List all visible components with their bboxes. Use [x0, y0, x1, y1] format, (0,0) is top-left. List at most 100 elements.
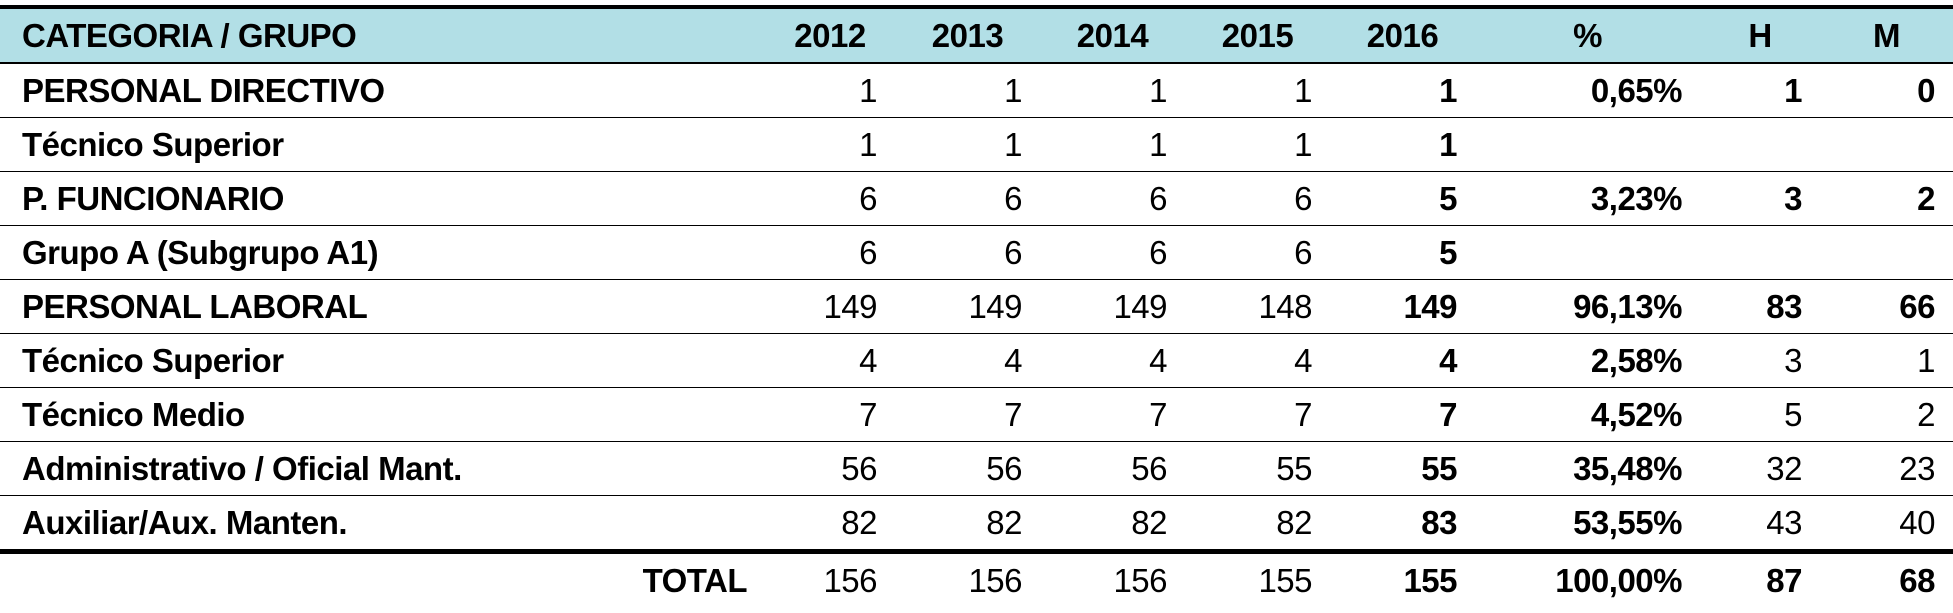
value-cell: 2,58%	[1475, 333, 1700, 388]
value-cell: 40	[1820, 495, 1953, 552]
value-cell: 56	[895, 441, 1040, 496]
total-cell: 156	[1040, 549, 1185, 607]
header-cell: 2014	[1040, 5, 1185, 64]
value-cell: 149	[895, 279, 1040, 334]
data-row: Auxiliar/Aux. Manten. 82 82 82 82 83 53,55% 43 4…	[0, 495, 1953, 552]
value-cell: 148	[1185, 279, 1330, 334]
value-cell: 4	[895, 333, 1040, 388]
value-cell	[1700, 117, 1820, 172]
value-cell: 5	[1330, 171, 1475, 226]
row-label: PERSONAL DIRECTIVO	[0, 63, 765, 118]
value-cell: 82	[1185, 495, 1330, 552]
value-cell: 0,65%	[1475, 63, 1700, 118]
value-cell: 1	[1820, 333, 1953, 388]
value-cell: 1	[1700, 63, 1820, 118]
row-label: Administrativo / Oficial Mant.	[0, 441, 765, 496]
row-label: PERSONAL LABORAL	[0, 279, 765, 334]
value-cell: 6	[1185, 171, 1330, 226]
value-cell: 5	[1700, 387, 1820, 442]
value-cell: 2	[1820, 387, 1953, 442]
value-cell: 66	[1820, 279, 1953, 334]
value-cell: 1	[765, 117, 895, 172]
row-label: Técnico Superior	[0, 333, 765, 388]
value-cell: 3	[1700, 171, 1820, 226]
value-cell: 6	[895, 225, 1040, 280]
row-label: Auxiliar/Aux. Manten.	[0, 495, 765, 552]
total-cell: 100,00%	[1475, 549, 1700, 607]
value-cell: 2	[1820, 171, 1953, 226]
total-cell: 68	[1820, 549, 1953, 607]
total-cell: 156	[765, 549, 895, 607]
value-cell: 1	[895, 117, 1040, 172]
value-cell	[1700, 225, 1820, 280]
value-cell: 4	[765, 333, 895, 388]
value-cell: 7	[1185, 387, 1330, 442]
value-cell: 56	[765, 441, 895, 496]
value-cell: 96,13%	[1475, 279, 1700, 334]
value-cell: 5	[1330, 225, 1475, 280]
value-cell: 83	[1700, 279, 1820, 334]
value-cell: 1	[895, 63, 1040, 118]
value-cell: 6	[895, 171, 1040, 226]
total-label: TOTAL	[0, 549, 765, 607]
value-cell: 82	[765, 495, 895, 552]
value-cell: 43	[1700, 495, 1820, 552]
header-cell: 2012	[765, 5, 895, 64]
header-cell: 2016	[1330, 5, 1475, 64]
value-cell: 82	[1040, 495, 1185, 552]
value-cell	[1820, 117, 1953, 172]
value-cell: 3	[1700, 333, 1820, 388]
value-cell: 6	[1040, 225, 1185, 280]
value-cell: 56	[1040, 441, 1185, 496]
value-cell: 4	[1040, 333, 1185, 388]
header-cell: %	[1475, 5, 1700, 64]
value-cell: 1	[1330, 117, 1475, 172]
value-cell: 1	[1330, 63, 1475, 118]
value-cell: 4	[1185, 333, 1330, 388]
row-label: Grupo A (Subgrupo A1)	[0, 225, 765, 280]
data-row: Grupo A (Subgrupo A1) 6 6 6 6 5	[0, 225, 1953, 280]
value-cell: 1	[765, 63, 895, 118]
data-row: P. FUNCIONARIO 6 6 6 6 5 3,23% 3 2	[0, 171, 1953, 226]
row-label: Técnico Medio	[0, 387, 765, 442]
value-cell: 7	[1330, 387, 1475, 442]
value-cell: 83	[1330, 495, 1475, 552]
header-cell: H	[1700, 5, 1820, 64]
value-cell: 32	[1700, 441, 1820, 496]
value-cell: 7	[1040, 387, 1185, 442]
data-table: CATEGORIA / GRUPO 2012 2013 2014 2015 2016% H M…	[0, 5, 1953, 607]
value-cell: 55	[1330, 441, 1475, 496]
total-cell: 155	[1185, 549, 1330, 607]
value-cell: 149	[1330, 279, 1475, 334]
header-row: CATEGORIA / GRUPO 2012 2013 2014 2015 2016% H M	[0, 5, 1953, 64]
value-cell: 3,23%	[1475, 171, 1700, 226]
header-cell: 2013	[895, 5, 1040, 64]
data-row: PERSONAL LABORAL 149 149 149 148 149 96,13% 83 6…	[0, 279, 1953, 334]
page: CATEGORIA / GRUPO 2012 2013 2014 2015 2016% H M…	[0, 5, 1953, 613]
data-row: Administrativo / Oficial Mant. 56 56 56 55 55…	[0, 441, 1953, 496]
value-cell: 7	[895, 387, 1040, 442]
row-label: Técnico Superior	[0, 117, 765, 172]
total-row: TOTAL 156 156 156 155 155 100,00% 87 68	[0, 549, 1953, 607]
value-cell: 1	[1040, 117, 1185, 172]
value-cell: 4,52%	[1475, 387, 1700, 442]
data-row: Técnico Superior 1 1 1 1 1	[0, 117, 1953, 172]
data-row: PERSONAL DIRECTIVO 1 1 1 1 1 0,65% 1 0	[0, 63, 1953, 118]
value-cell: 7	[765, 387, 895, 442]
value-cell: 149	[765, 279, 895, 334]
value-cell: 4	[1330, 333, 1475, 388]
value-cell: 1	[1040, 63, 1185, 118]
header-cell: M	[1820, 5, 1953, 64]
value-cell: 55	[1185, 441, 1330, 496]
value-cell: 53,55%	[1475, 495, 1700, 552]
value-cell	[1820, 225, 1953, 280]
value-cell: 82	[895, 495, 1040, 552]
table-body: CATEGORIA / GRUPO 2012 2013 2014 2015 2016% H M…	[0, 5, 1953, 607]
value-cell: 6	[765, 225, 895, 280]
value-cell	[1475, 117, 1700, 172]
value-cell: 0	[1820, 63, 1953, 118]
value-cell: 6	[765, 171, 895, 226]
value-cell: 6	[1185, 225, 1330, 280]
header-label: CATEGORIA / GRUPO	[0, 5, 765, 64]
value-cell: 35,48%	[1475, 441, 1700, 496]
